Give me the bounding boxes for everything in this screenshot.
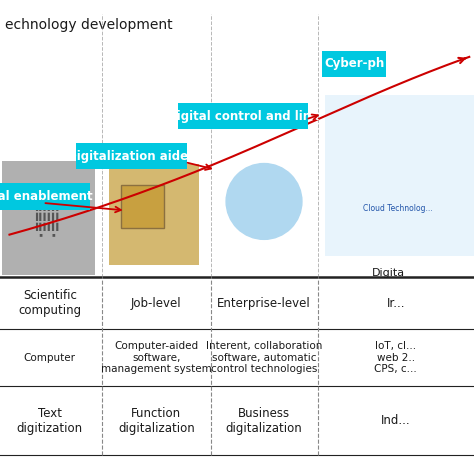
Text: Enterprise-level: Enterprise-level — [217, 297, 311, 310]
Text: Text
digitization: Text digitization — [17, 407, 83, 435]
Text: Ir...: Ir... — [386, 297, 405, 310]
Text: IoT, cl...
web 2..
CPS, c...: IoT, cl... web 2.. CPS, c... — [374, 341, 417, 374]
Text: Cloud Technolog...: Cloud Technolog... — [364, 204, 433, 213]
Text: Business
digitalization: Business digitalization — [226, 407, 302, 435]
Text: ital enablement: ital enablement — [0, 190, 92, 203]
Text: Digital control and link: Digital control and link — [167, 109, 319, 123]
FancyBboxPatch shape — [76, 143, 187, 170]
Text: Cyber-ph: Cyber-ph — [324, 57, 384, 71]
Circle shape — [226, 164, 302, 239]
Text: echnology development: echnology development — [5, 18, 173, 32]
Bar — [109, 164, 199, 265]
Text: Digitalization aided: Digitalization aided — [67, 150, 196, 163]
FancyBboxPatch shape — [178, 103, 308, 129]
Text: Ind...: Ind... — [381, 414, 410, 427]
Text: Digita: Digita — [372, 268, 405, 278]
Text: Computer-aided
software,
management system: Computer-aided software, management syst… — [101, 341, 212, 374]
Text: Function
digitalization: Function digitalization — [118, 407, 195, 435]
FancyBboxPatch shape — [322, 51, 386, 77]
Text: Scientific
computing: Scientific computing — [18, 289, 82, 318]
Text: Job-level: Job-level — [131, 297, 182, 310]
Bar — [2, 161, 95, 275]
Bar — [121, 185, 164, 228]
FancyBboxPatch shape — [0, 183, 90, 210]
Text: Interent, collaboration
software, automatic
control technologies: Interent, collaboration software, automa… — [206, 341, 322, 374]
Text: ▌▌▌▌▌▌
▌▌▌▌▌▌
▌▌▌▌▌▌
▪  ▪: ▌▌▌▌▌▌ ▌▌▌▌▌▌ ▌▌▌▌▌▌ ▪ ▪ — [35, 203, 60, 237]
Bar — [325, 95, 474, 256]
Text: Computer: Computer — [24, 353, 76, 363]
